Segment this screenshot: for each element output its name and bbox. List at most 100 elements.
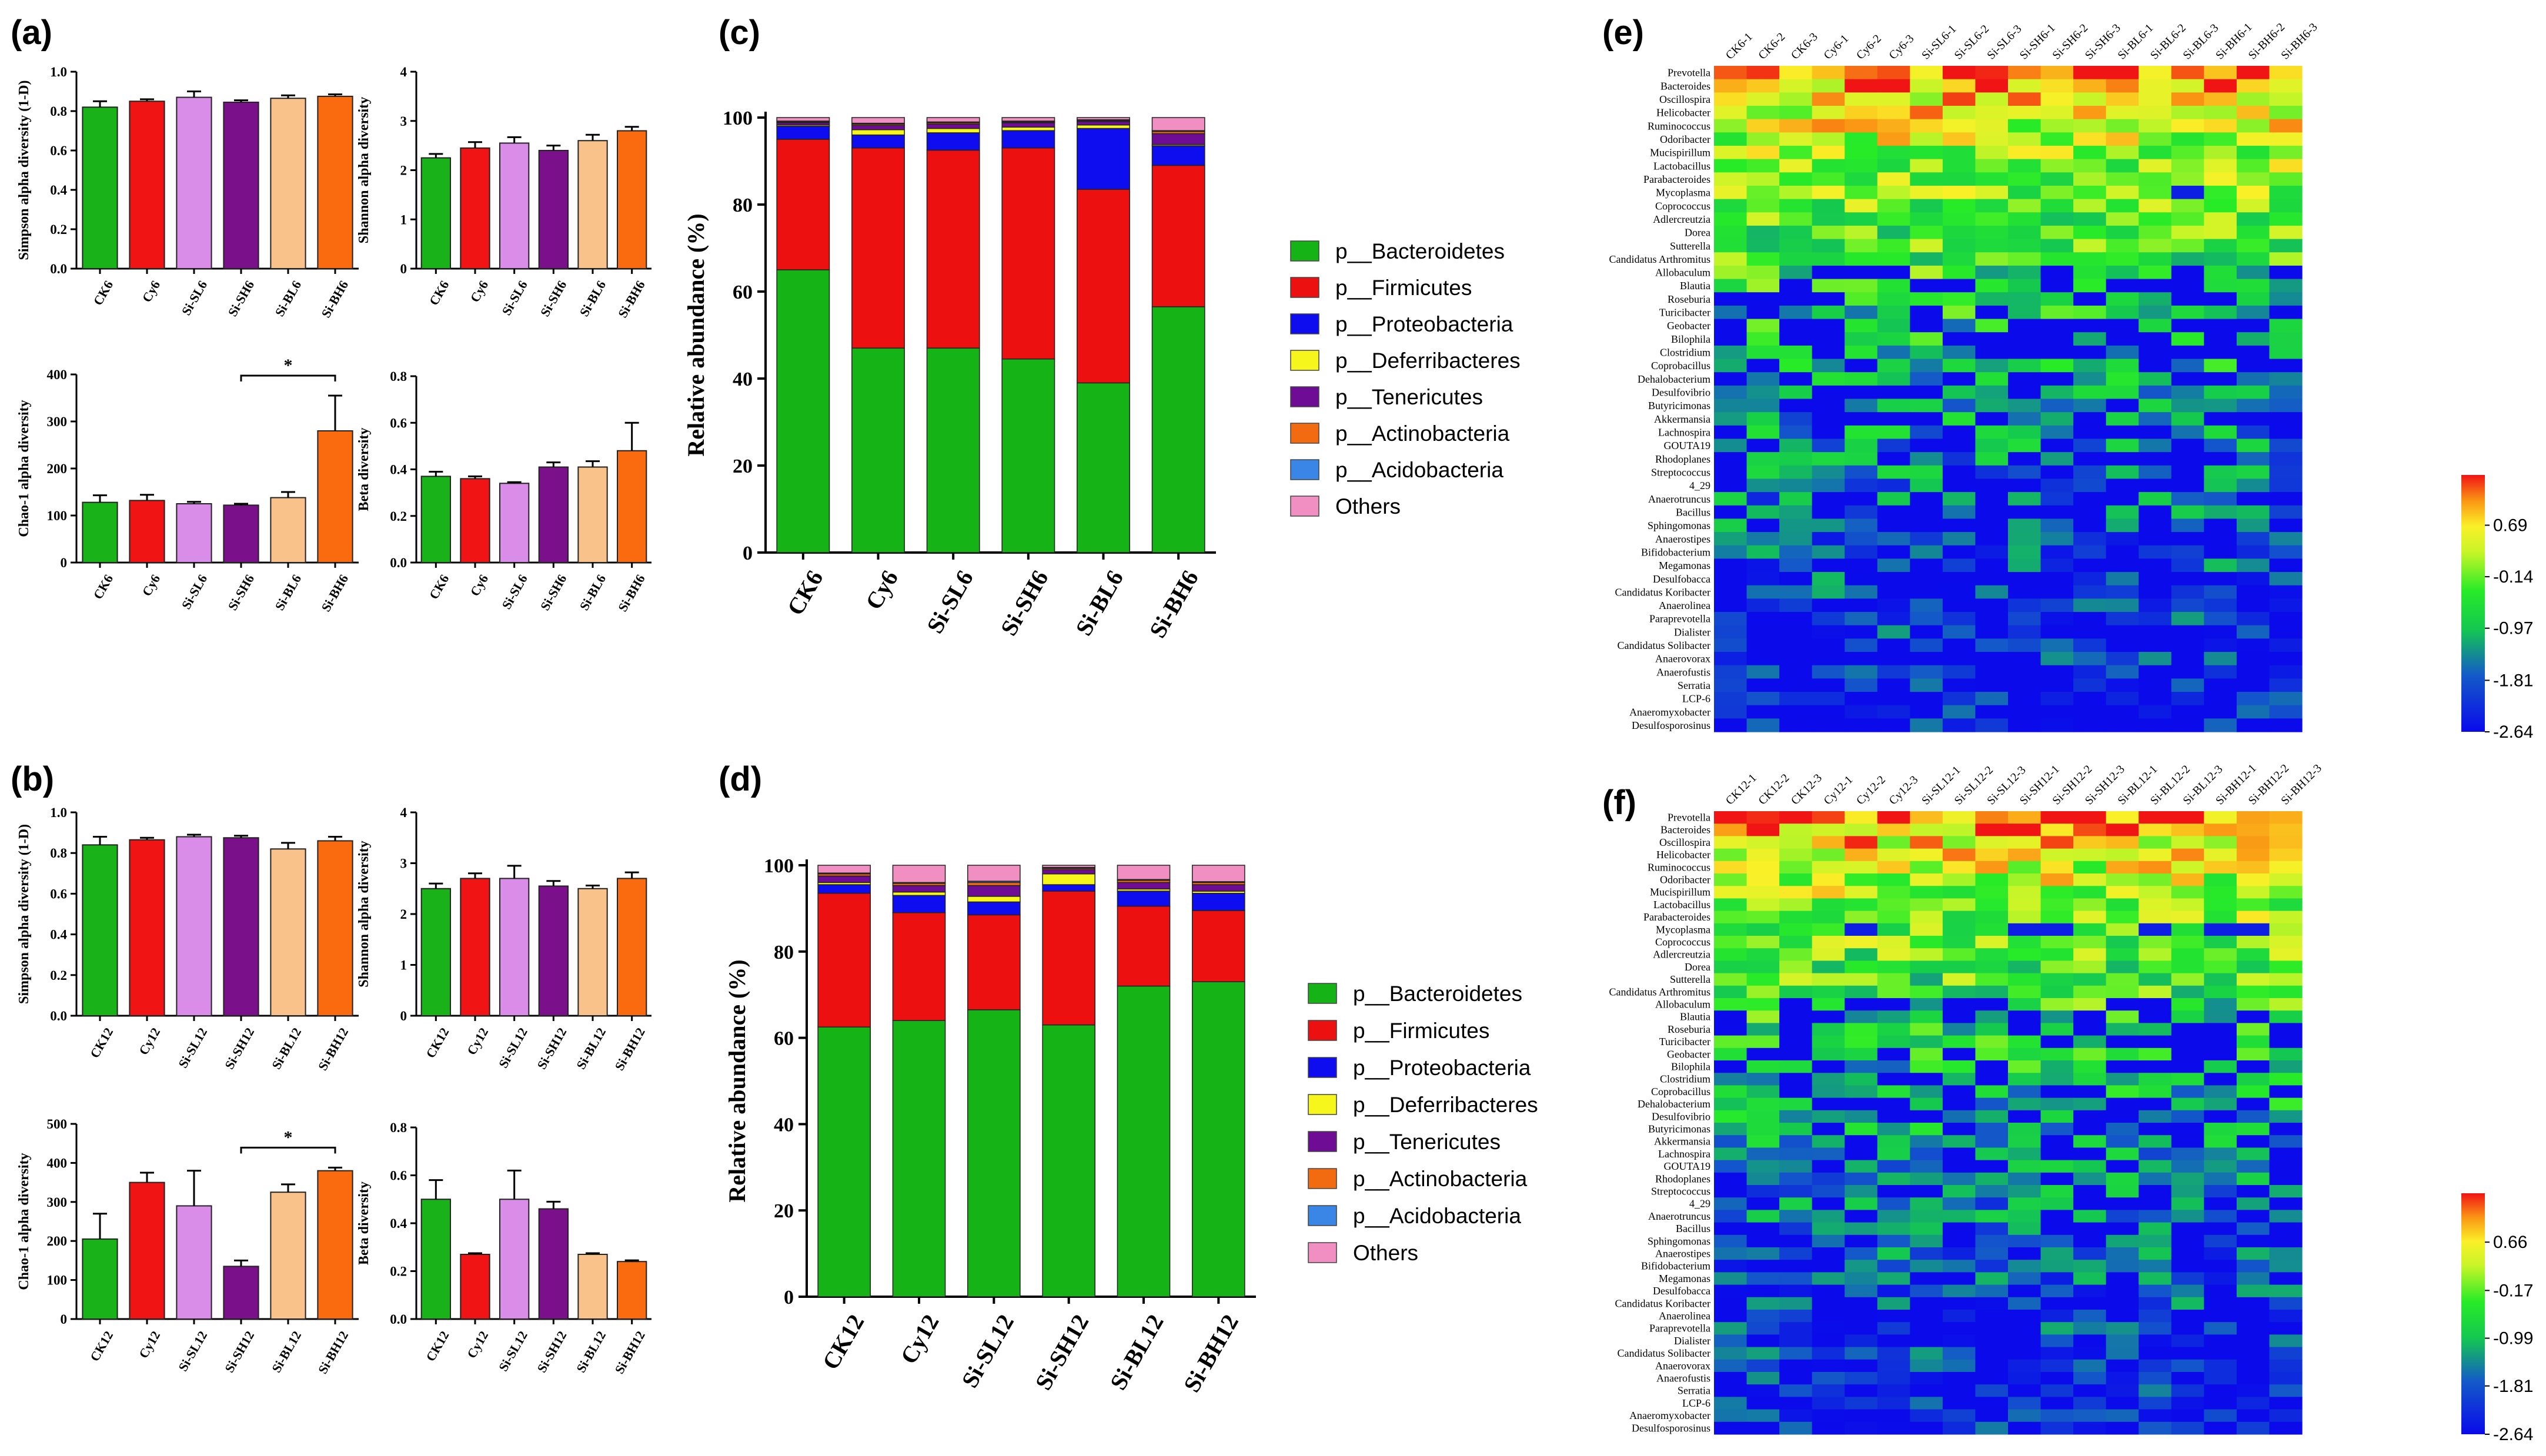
heatmap-cell-Megamonas-Si-SH12-1 bbox=[2008, 1272, 2042, 1286]
heatmap-cell-Bifidobacterium-Si-BL12-2 bbox=[2139, 1260, 2172, 1273]
heatmap-cell-Megamonas-Cy12-3 bbox=[1877, 1272, 1910, 1286]
heatmap-cell-Desulfosporosinus-Si-BH6-2 bbox=[2236, 718, 2270, 732]
stack-segment-Cy6-p__Tenericutes bbox=[851, 125, 905, 130]
stack-segment-Si-BH12-Others bbox=[1192, 865, 1245, 882]
heatmap-cell-4_29-Si-SL12-2 bbox=[1942, 1197, 1976, 1210]
heatmap-cell-Mycoplasma-Si-BL12-2 bbox=[2139, 923, 2172, 936]
heatmap-cell-Helicobacter-Si-BL12-2 bbox=[2139, 848, 2172, 862]
bar-Si-SH6 bbox=[538, 150, 569, 269]
heatmap-cell-Rhodoplanes-Cy12-2 bbox=[1845, 1172, 1878, 1186]
heatmap-cell-Roseburia-Si-SL6-3 bbox=[1975, 292, 2009, 306]
heatmap-cell-LCP-6-Si-SL6-1 bbox=[1910, 692, 1943, 706]
heatmap-cell-Mycoplasma-Si-SL12-3 bbox=[1975, 923, 2009, 936]
heatmap-cell-GOUTA19-Si-BH12-3 bbox=[2269, 1160, 2303, 1173]
heatmap-cell-Desulfobacca-Cy12-1 bbox=[1812, 1284, 1845, 1298]
row-label: Clostridium bbox=[1660, 347, 1710, 359]
heatmap-cell-Anaerotruncus-Si-SH6-1 bbox=[2008, 492, 2042, 506]
heatmap-cell-Geobacter-Si-SH12-1 bbox=[2008, 1047, 2042, 1061]
bar-CK6 bbox=[82, 106, 118, 270]
heatmap-cell-Anaeromyxobacter-Si-BL6-2 bbox=[2139, 705, 2172, 719]
heatmap-cell-Rhodoplanes-Si-SH6-2 bbox=[2040, 452, 2074, 466]
x-tick-label: Si-SH12 bbox=[534, 1025, 569, 1072]
column-label: Cy12-3 bbox=[1887, 774, 1921, 808]
heatmap-cell-4_29-Si-SH12-1 bbox=[2008, 1197, 2042, 1210]
heatmap-cell-Dehalobacterium-Si-BH6-2 bbox=[2236, 372, 2270, 386]
heatmap-cell-LCP-6-Cy6-2 bbox=[1845, 692, 1878, 706]
y-tick-label: 2 bbox=[400, 163, 407, 178]
heatmap-cell-Butyricimonas-CK12-2 bbox=[1746, 1123, 1780, 1136]
heatmap-cell-Dehalobacterium-Si-BL6-2 bbox=[2139, 372, 2172, 386]
heatmap-cell-Helicobacter-Si-SH12-2 bbox=[2040, 848, 2074, 862]
heatmap-cell-Paraprevotella-CK6-1 bbox=[1714, 612, 1748, 626]
heatmap-cell-Dialister-Si-SL12-3 bbox=[1975, 1334, 2009, 1348]
heatmap-cell-Bilophila-Si-BL12-3 bbox=[2171, 1060, 2204, 1073]
heatmap-cell-Geobacter-CK6-3 bbox=[1779, 319, 1813, 333]
heatmap-cell-Candidatus Arthromitus-Si-BH6-2 bbox=[2236, 252, 2270, 266]
heatmap-cell-Mucispirillum-Cy6-3 bbox=[1877, 145, 1910, 160]
heatmap-cell-Paraprevotella-Si-BH6-3 bbox=[2269, 612, 2303, 626]
heatmap-cell-Oscillospira-Si-SH6-2 bbox=[2040, 92, 2074, 106]
heatmap-cell-Dehalobacterium-Si-SL6-2 bbox=[1942, 372, 1976, 386]
stack-segment-Si-SH6-p__Bacteroidetes bbox=[1001, 358, 1055, 553]
row-label: Streptococcus bbox=[1651, 1186, 1710, 1197]
heatmap-cell-Adlercreutzia-Si-SH6-1 bbox=[2008, 212, 2042, 226]
heatmap-cell-Lactobacillus-Si-BH6-3 bbox=[2269, 159, 2303, 173]
heatmap-cell-Megamonas-Si-SL12-1 bbox=[1910, 1272, 1943, 1286]
row-label: 4_29 bbox=[1689, 480, 1710, 491]
heatmap-cell-Anaerovorax-Si-BL12-2 bbox=[2139, 1359, 2172, 1373]
heatmap-cell-Serratia-Si-SH12-1 bbox=[2008, 1384, 2042, 1397]
heatmap-cell-Odoribacter-Si-BH6-2 bbox=[2236, 132, 2270, 146]
heatmap-cell-Dialister-Cy6-2 bbox=[1845, 625, 1878, 639]
heatmap-cell-Akkermansia-Cy6-3 bbox=[1877, 412, 1910, 426]
heatmap-cell-Prevotella-Cy12-3 bbox=[1877, 811, 1910, 824]
heatmap-cell-Paraprevotella-Si-SL12-2 bbox=[1942, 1322, 1976, 1335]
heatmap-cell-Bilophila-Cy6-2 bbox=[1845, 332, 1878, 346]
heatmap-cell-Bacillus-Si-SL6-2 bbox=[1942, 505, 1976, 520]
heatmap-cell-Odoribacter-Si-SH12-1 bbox=[2008, 873, 2042, 886]
heatmap-cell-Coprococcus-Cy6-1 bbox=[1812, 199, 1845, 213]
heatmap-cell-Rhodoplanes-Cy6-3 bbox=[1877, 452, 1910, 466]
heatmap-cell-Sphingomonas-Cy6-1 bbox=[1812, 518, 1845, 533]
heatmap-cell-Oscillospira-Si-SH6-3 bbox=[2073, 92, 2107, 106]
heatmap-cell-Anaerovorax-Si-SH12-3 bbox=[2073, 1359, 2107, 1373]
stack-segment-Si-SH6-p__Firmicutes bbox=[1001, 148, 1055, 360]
heatmap-cell-Allobaculum-Si-SL6-2 bbox=[1942, 265, 1976, 280]
heatmap-cell-Bifidobacterium-Si-BL6-1 bbox=[2106, 545, 2139, 560]
heatmap-cell-Allobaculum-CK6-1 bbox=[1714, 265, 1748, 280]
legend-swatch-p__Actinobacteria bbox=[1308, 1168, 1337, 1189]
heatmap-cell-Sphingomonas-Si-SL6-3 bbox=[1975, 518, 2009, 533]
heatmap-cell-Anaeromyxobacter-Si-BL12-1 bbox=[2106, 1409, 2139, 1422]
heatmap-cell-Coprococcus-Si-SL6-2 bbox=[1942, 199, 1976, 213]
y-tick-label: 0 bbox=[61, 1312, 68, 1327]
row-label: Candidatus Koribacter bbox=[1615, 586, 1710, 598]
y-axis-label: Chao-1 alpha diversity bbox=[16, 1153, 32, 1290]
heatmap-cell-Coprobacillus-CK12-3 bbox=[1779, 1085, 1813, 1099]
heatmap-cell-Bacillus-Si-SL6-3 bbox=[1975, 505, 2009, 520]
heatmap-cell-Akkermansia-Si-BH12-2 bbox=[2236, 1135, 2270, 1148]
heatmap-cell-GOUTA19-Si-SH6-3 bbox=[2073, 439, 2107, 453]
heatmap-cell-Ruminococcus-Si-SL6-1 bbox=[1910, 119, 1943, 133]
heatmap-cell-Mycoplasma-Si-SH6-2 bbox=[2040, 185, 2074, 200]
heatmap-cell-Butyricimonas-Si-SL6-2 bbox=[1942, 399, 1976, 413]
heatmap-cell-Butyricimonas-Si-SL12-1 bbox=[1910, 1123, 1943, 1136]
heatmap-cell-Bifidobacterium-Cy12-3 bbox=[1877, 1260, 1910, 1273]
heatmap-cell-Desulfosporosinus-Cy6-3 bbox=[1877, 718, 1910, 732]
x-tick-label: Si-BH12 bbox=[612, 1025, 647, 1073]
bar-Si-SL12 bbox=[176, 836, 212, 1017]
x-tick-label: Si-BH12 bbox=[1178, 1310, 1244, 1397]
heatmap-cell-Desulfovibrio-Si-SL6-1 bbox=[1910, 385, 1943, 400]
heatmap-cell-Adlercreutzia-Si-BL6-1 bbox=[2106, 212, 2139, 226]
heatmap-cell-Lactobacillus-CK12-3 bbox=[1779, 898, 1813, 912]
heatmap-cell-Anaerofustis-Cy12-3 bbox=[1877, 1372, 1910, 1385]
heatmap-cell-Ruminococcus-Si-SH12-1 bbox=[2008, 861, 2042, 874]
heatmap-cell-Helicobacter-Si-BL6-1 bbox=[2106, 105, 2139, 120]
heatmap-cell-Dehalobacterium-Si-SH6-1 bbox=[2008, 372, 2042, 386]
heatmap-cell-Parabacteroides-Si-BL6-3 bbox=[2171, 172, 2204, 186]
heatmap-cell-Dorea-Si-BL6-3 bbox=[2171, 225, 2204, 240]
heatmap-cell-Lachnospira-Si-BH12-3 bbox=[2269, 1147, 2303, 1161]
heatmap-cell-LCP-6-Si-SH12-1 bbox=[2008, 1397, 2042, 1410]
colorbar-label: -1.81 bbox=[2493, 671, 2533, 690]
heatmap-cell-Bacteroides-Si-BL6-3 bbox=[2171, 79, 2204, 93]
heatmap-cell-Serratia-Cy12-1 bbox=[1812, 1384, 1845, 1397]
heatmap-cell-Bilophila-Si-BL6-1 bbox=[2106, 332, 2139, 346]
